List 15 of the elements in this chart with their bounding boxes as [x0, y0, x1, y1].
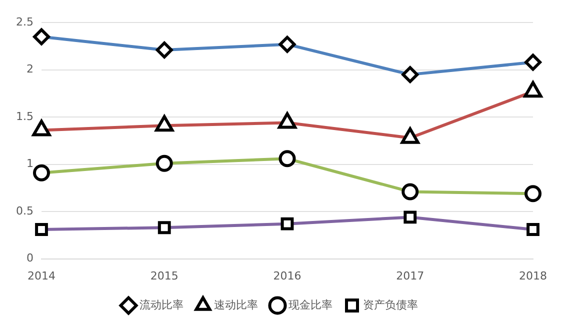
- x-tick-label: 2014: [27, 269, 56, 282]
- x-tick-label: 2015: [150, 269, 178, 282]
- legend-label: 速动比率: [214, 298, 258, 312]
- legend-label: 现金比率: [288, 298, 332, 312]
- y-tick-label: 0: [26, 252, 34, 265]
- x-tick-label: 2016: [273, 269, 302, 282]
- y-tick-label: 2: [26, 62, 34, 76]
- y-tick-label: 2.5: [16, 15, 34, 28]
- legend-label: 资产负债率: [363, 298, 418, 312]
- y-tick-label: 1: [26, 157, 34, 170]
- legend-label: 流动比率: [140, 298, 184, 312]
- y-tick-label: 0.5: [16, 204, 34, 218]
- x-tick-label: 2018: [519, 269, 547, 282]
- x-tick-label: 2017: [396, 269, 424, 282]
- y-tick-label: 1.5: [16, 110, 34, 123]
